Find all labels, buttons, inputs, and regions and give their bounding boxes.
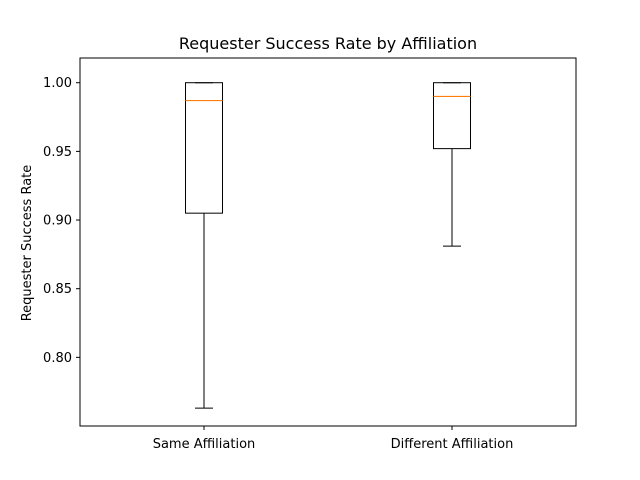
box-series: [185, 82, 471, 409]
iqr-box: [185, 82, 223, 214]
x-tick-label: Same Affiliation: [153, 437, 256, 452]
y-tick-label: 0.90: [43, 214, 72, 229]
box-plot-item: [433, 82, 471, 247]
y-axis-label: Requester Success Rate: [20, 165, 35, 322]
y-tick-label: 0.95: [43, 145, 72, 160]
x-tick-label: Different Affiliation: [391, 437, 514, 452]
iqr-box: [433, 82, 471, 150]
chart-title: Requester Success Rate by Affiliation: [179, 34, 477, 53]
box-plot-item: [185, 82, 223, 409]
x-axis-ticks: Same Affiliation Different Affiliation: [153, 426, 514, 452]
y-tick-label: 0.80: [43, 351, 72, 366]
y-axis-ticks: 0.80 0.85 0.90 0.95 1.00: [43, 76, 80, 366]
y-tick-label: 1.00: [43, 76, 72, 91]
plot-area-frame: [79, 57, 577, 427]
y-tick-label: 0.85: [43, 282, 72, 297]
